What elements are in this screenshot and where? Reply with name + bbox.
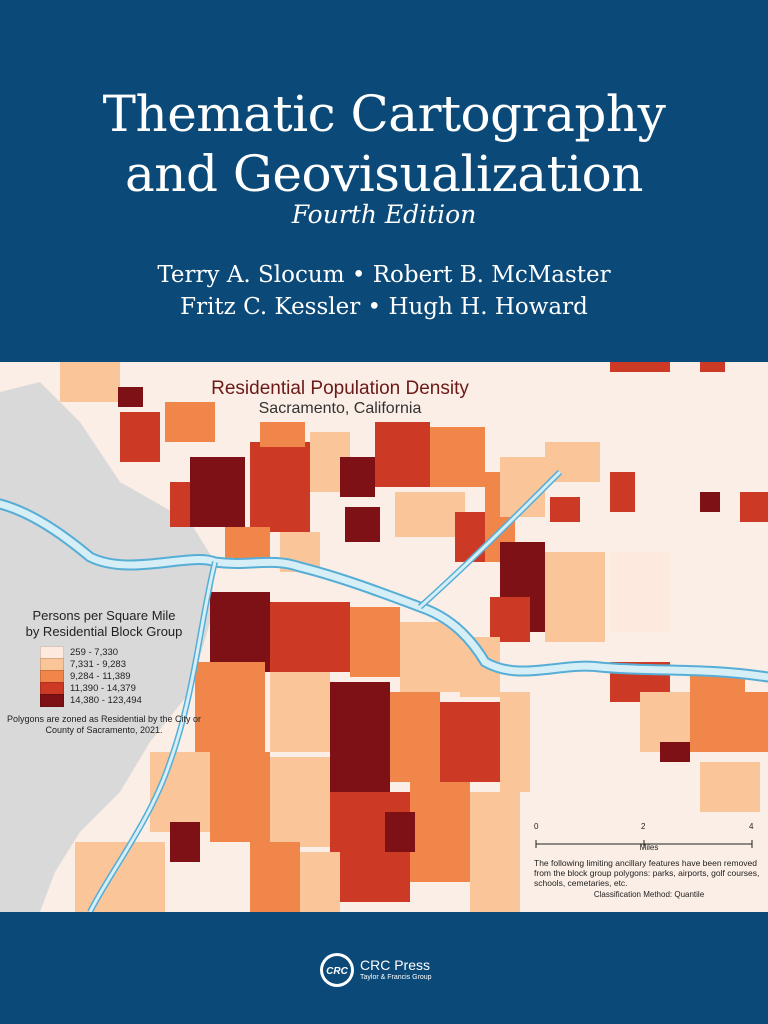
- book-title-line-1: Thematic Cartography: [102, 85, 666, 143]
- authors-line-1: Terry A. Slocum • Robert B. McMaster: [157, 262, 611, 288]
- publisher-name: CRC Press: [360, 957, 431, 973]
- publisher-text: CRC Press Taylor & Francis Group: [360, 958, 432, 982]
- legend-swatch: [40, 693, 64, 707]
- legend-label: 9,284 - 11,389: [70, 670, 131, 682]
- density-map-artwork: [0, 362, 768, 912]
- authors-line-2: Fritz C. Kessler • Hugh H. Howard: [180, 294, 588, 320]
- scale-and-notes: 0 2 4 Miles The following limiting ancil…: [534, 822, 764, 899]
- classification-method: Classification Method: Quantile: [593, 890, 705, 899]
- cover-map: Residential Population Density Sacrament…: [0, 362, 768, 912]
- crc-logo-icon: CRC: [320, 953, 354, 987]
- cover-header: Thematic Cartography and Geovisualizatio…: [0, 0, 768, 362]
- scale-tick-label: 2: [641, 822, 646, 831]
- map-legend: Persons per Square Mile by Residential B…: [4, 608, 204, 736]
- gray-land-area: [0, 382, 215, 912]
- legend-title-line-2: by Residential Block Group: [25, 624, 183, 639]
- legend-label: 14,380 - 123,494: [70, 694, 142, 706]
- legend-label: 259 - 7,330: [70, 646, 119, 658]
- legend-items: 259 - 7,330 7,331 - 9,283 9,284 - 11,389 11…: [40, 645, 204, 707]
- map-title: Residential Population Density: [211, 378, 469, 399]
- legend-item: 11,390 - 14,379: [40, 681, 204, 695]
- legend-item: 14,380 - 123,494: [40, 693, 204, 707]
- publisher-group: Taylor & Francis Group: [360, 974, 432, 981]
- scale-unit: Miles: [639, 843, 659, 852]
- publisher-logo: CRC CRC Press Taylor & Francis Group: [318, 948, 458, 992]
- scale-ticks: 0 2 4: [534, 822, 764, 834]
- legend-item: 9,284 - 11,389: [40, 669, 204, 683]
- legend-note: Polygons are zoned as Residential by the…: [6, 714, 202, 735]
- legend-title-line-1: Persons per Square Mile: [32, 608, 176, 623]
- map-subtitle: Sacramento, California: [258, 400, 422, 417]
- legend-label: 11,390 - 14,379: [70, 682, 136, 694]
- scale-bar: [534, 834, 764, 842]
- legend-item: 7,331 - 9,283: [40, 657, 204, 671]
- edition: Fourth Edition: [291, 200, 477, 229]
- scale-tick-label: 4: [749, 822, 754, 831]
- block-groups: [60, 362, 768, 912]
- legend-item: 259 - 7,330: [40, 645, 204, 659]
- scale-tick-label: 0: [534, 822, 539, 831]
- ancillary-note: The following limiting ancillary feature…: [534, 858, 760, 888]
- book-title-line-2: and Geovisualization: [125, 145, 643, 203]
- crc-logo-text: CRC: [326, 966, 348, 977]
- legend-label: 7,331 - 9,283: [70, 658, 126, 670]
